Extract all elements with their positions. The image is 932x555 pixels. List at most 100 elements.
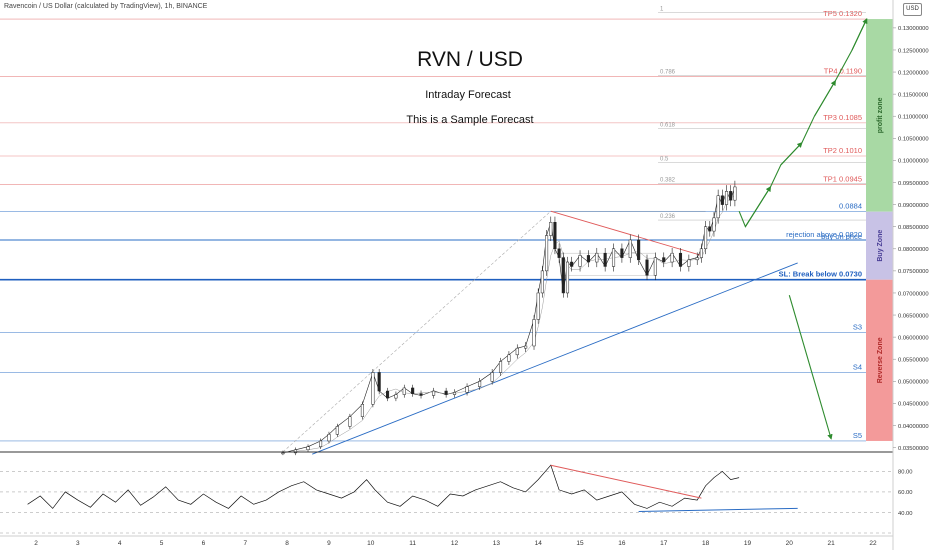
- time-tick-label: 15: [576, 540, 584, 547]
- candle-body: [670, 252, 674, 263]
- time-tick-label: 7: [243, 540, 247, 547]
- time-tick-label: 13: [493, 540, 501, 547]
- candle-body: [498, 361, 503, 373]
- candle-body: [687, 259, 691, 267]
- level-label: 0.0884: [839, 202, 862, 211]
- time-tick-label: 5: [160, 540, 164, 547]
- candle-body: [293, 449, 298, 454]
- level-label: TP1 0.0945: [823, 175, 862, 184]
- candle-body: [452, 392, 457, 395]
- rsi-tick-label: 40.00: [898, 511, 913, 517]
- candle-body: [662, 257, 666, 263]
- level-label: rejection above 0.0820: [786, 230, 862, 239]
- candle-body: [524, 345, 528, 349]
- candle-body: [553, 222, 557, 250]
- candle-body: [465, 386, 469, 393]
- time-tick-label: 20: [786, 540, 794, 547]
- candle-body: [586, 255, 590, 263]
- candle-body: [720, 195, 724, 205]
- time-tick-label: 6: [202, 540, 206, 547]
- fib-label: 0.382: [660, 177, 676, 183]
- zone-profit-zone: [866, 19, 893, 212]
- zone-label: profit zone: [877, 97, 884, 133]
- zone-label: Buy Zone: [877, 230, 884, 262]
- zone-reverse-zone: [866, 279, 893, 441]
- candle-body: [432, 390, 436, 396]
- candle-body: [549, 222, 553, 236]
- time-tick-label: 14: [535, 540, 543, 547]
- forecast-arrow: [744, 185, 772, 227]
- time-tick-label: 16: [618, 540, 626, 547]
- symbol-header: Ravencoin / US Dollar (calculated by Tra…: [4, 3, 208, 10]
- candle-body: [306, 446, 310, 451]
- candle-body: [411, 387, 415, 394]
- candle-body: [327, 434, 331, 442]
- candle-body: [281, 452, 285, 455]
- candle-body: [637, 239, 641, 261]
- buy-on-price-label: buy on price: [821, 232, 862, 241]
- candle-body: [371, 372, 375, 405]
- level-label: TP5 0.1320: [823, 9, 862, 18]
- time-tick-label: 12: [451, 540, 459, 547]
- currency-badge[interactable]: USD: [903, 3, 922, 16]
- fib-anchor-line: [282, 211, 551, 453]
- candle-body: [348, 416, 352, 427]
- price-tick-label: 0.06000000: [898, 335, 929, 341]
- reverse-arrow: [788, 295, 833, 440]
- price-tick-label: 0.03500000: [898, 446, 929, 452]
- level-label: TP4 0.1190: [824, 66, 862, 75]
- forecast-arrow: [813, 79, 836, 117]
- rsi-tick-label: 60.00: [898, 490, 913, 496]
- price-tick-label: 0.09500000: [898, 181, 929, 187]
- candle-body: [733, 186, 737, 201]
- rsi-trendline: [638, 507, 798, 512]
- candle-body: [490, 372, 494, 382]
- candle-body: [695, 257, 699, 261]
- candle-body: [645, 259, 649, 276]
- fib-label: 1: [660, 6, 664, 12]
- candle-body: [603, 252, 607, 267]
- candle-body: [653, 257, 657, 276]
- candle-body: [729, 191, 733, 201]
- price-line: [282, 186, 736, 454]
- chart-subtitle: Intraday Forecast: [425, 89, 511, 101]
- time-tick-label: 17: [660, 540, 668, 547]
- price-tick-label: 0.09000000: [898, 203, 929, 209]
- candle-body: [595, 252, 599, 263]
- candle-body: [699, 248, 703, 258]
- fib-label: 0.5: [660, 157, 669, 163]
- candle-body: [335, 426, 339, 435]
- candle-body: [704, 226, 708, 250]
- price-tick-label: 0.07500000: [898, 269, 929, 275]
- candle-body: [565, 261, 570, 294]
- candle-body: [385, 390, 390, 399]
- price-tick-label: 0.07000000: [898, 291, 929, 297]
- chart-note: This is a Sample Forecast: [406, 114, 533, 126]
- time-tick-label: 10: [367, 540, 375, 547]
- candle-body: [716, 195, 720, 219]
- candle-body: [570, 261, 574, 267]
- candle-body: [611, 248, 616, 267]
- candle-body: [540, 270, 544, 294]
- chart-title: RVN / USD: [417, 48, 523, 71]
- trendline: [312, 262, 798, 455]
- forecast-arrow: [851, 18, 868, 51]
- fib-label: 0.786: [660, 70, 676, 76]
- candle-body: [394, 394, 398, 399]
- time-tick-label: 11: [409, 540, 416, 547]
- level-label: S4: [853, 362, 862, 371]
- candle-body: [419, 393, 423, 396]
- price-tick-label: 0.05000000: [898, 380, 929, 386]
- candle-body: [557, 248, 561, 258]
- candle-body: [402, 387, 406, 395]
- price-tick-label: 0.08500000: [898, 225, 929, 231]
- price-tick-label: 0.08000000: [898, 247, 929, 253]
- time-tick-label: 3: [76, 540, 80, 547]
- price-tick-label: 0.11000000: [898, 115, 928, 121]
- candle-body: [515, 347, 519, 356]
- candle-body: [712, 217, 716, 232]
- price-tick-label: 0.06500000: [898, 313, 929, 319]
- fib-label: 0.236: [660, 214, 676, 220]
